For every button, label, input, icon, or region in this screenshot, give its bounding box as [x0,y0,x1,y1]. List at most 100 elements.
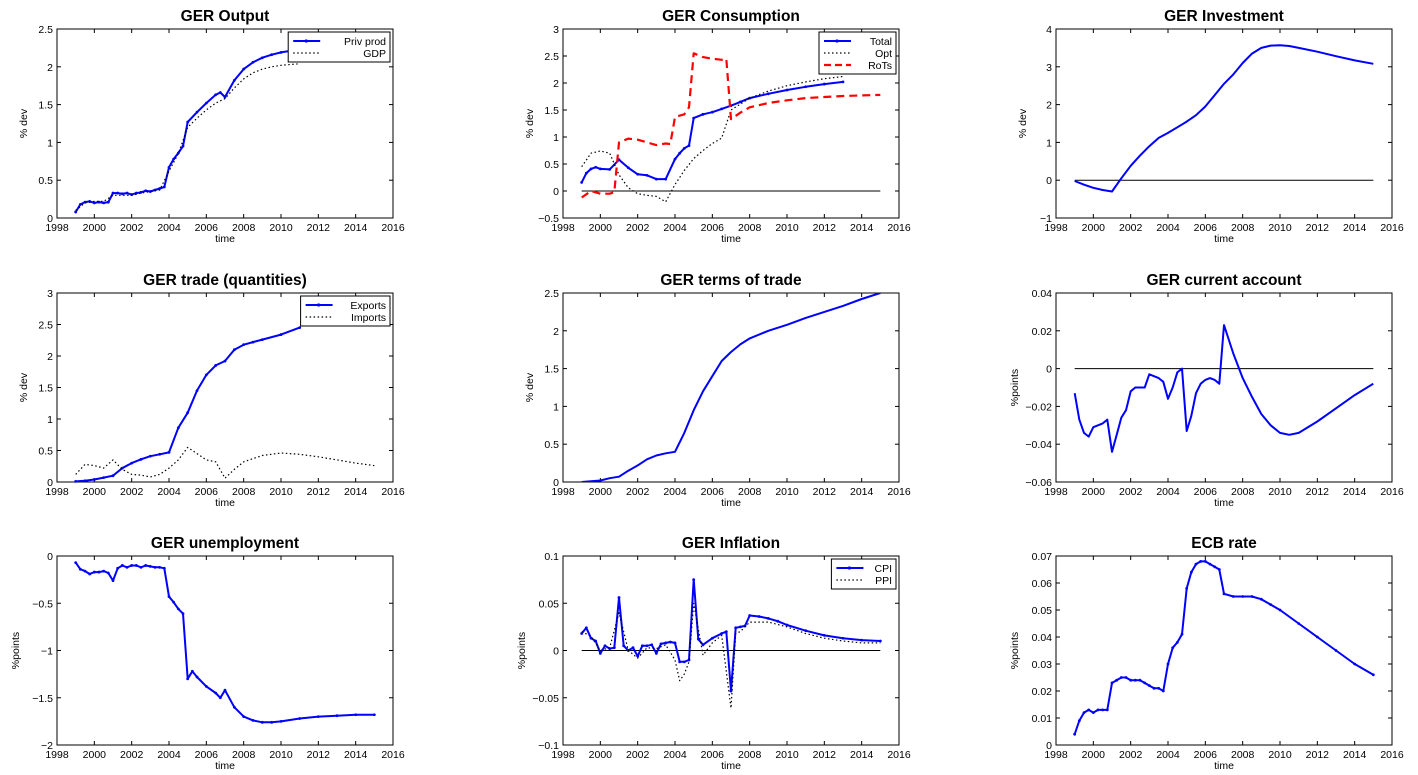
y-tick-label: −1.5 [32,693,53,705]
data-point [710,636,714,640]
data-point [102,476,106,479]
data-point [622,644,626,648]
legend-box [818,31,897,75]
x-tick-label: 2010 [269,749,293,761]
data-point [158,187,162,190]
y-tick-label: 1.5 [544,364,559,376]
legend-label: Total [870,36,892,48]
x-tick-label: 2010 [775,486,799,498]
legend-marker [304,39,308,43]
y-tick-label: −0.06 [1025,477,1052,489]
y-tick-label: 0 [553,646,559,658]
data-point [1180,632,1184,636]
x-tick-label: 2016 [381,486,405,498]
data-point [598,167,602,171]
x-tick-label: 1998 [45,749,69,761]
x-tick-label: 2010 [775,749,799,761]
series-line-cpi [580,578,881,693]
data-point [701,643,705,647]
y-axis-label: % dev [524,372,536,402]
data-point [125,565,129,569]
data-point [766,92,770,96]
data-point [298,326,302,330]
y-tick-label: −0.5 [32,598,53,610]
x-tick-label: 2012 [307,749,331,761]
x-tick-label: 2004 [663,749,687,761]
data-point [372,713,376,717]
data-point [1185,587,1189,590]
data-point [696,637,700,641]
x-axis-label: time [1214,760,1234,772]
y-tick-label: −1 [41,646,53,658]
data-point [176,426,180,430]
data-point [1199,560,1203,563]
data-point [720,632,724,635]
data-point [594,165,598,169]
data-point [1315,635,1319,639]
y-tick-label: 0.02 [1032,686,1053,698]
plot-area [1055,292,1393,483]
data-point [242,67,246,71]
y-axis-label: % dev [1017,108,1029,138]
data-point [1297,622,1301,625]
data-point [148,454,152,458]
x-tick-label: 2000 [83,486,107,498]
data-point [1129,678,1133,682]
data-point [701,112,705,116]
data-point [580,180,584,184]
series-line-main [1073,560,1374,735]
data-point [251,719,255,722]
y-axis-label: %points [10,632,22,669]
data-point [186,120,190,124]
data-point [1124,676,1128,679]
chart-panel: GER unemployment 1998 2000 2002 2004 2006 2008… [10,535,405,772]
y-tick-label: 0.01 [1032,713,1053,725]
data-point [748,614,752,617]
x-axis-label: time [1214,233,1234,245]
data-point [167,165,171,169]
y-tick-label: 0.5 [544,159,559,171]
plot-area [562,292,900,483]
data-point [878,639,882,643]
x-tick-label: 2000 [1082,749,1106,761]
x-tick-label: 2000 [83,222,107,234]
data-point [664,641,668,645]
series-line-main [581,293,881,482]
data-point [92,570,96,574]
x-tick-label: 2016 [1380,749,1404,761]
data-point [102,569,106,573]
legend-marker [317,303,321,307]
legend-label: PPI [875,575,892,587]
data-point [1077,719,1081,723]
data-point [242,715,246,719]
data-point [729,689,733,693]
data-point [172,600,176,604]
data-point [298,717,302,720]
legend-box [300,295,391,327]
data-point [720,107,724,111]
data-point [78,202,82,206]
x-tick-label: 2014 [850,222,874,234]
legend-label: Imports [351,312,386,324]
data-point [673,641,677,645]
chart-panel: GER Consumption 1998 2000 2002 2004 2006 2008 2… [524,8,911,245]
plot-area [1055,555,1393,746]
data-point [92,201,96,205]
data-point [116,566,120,570]
chart-title: GER Inflation [682,535,780,552]
x-tick-label: 2008 [738,486,762,498]
data-point [251,60,255,64]
data-point [232,348,236,352]
data-point [589,167,593,171]
data-point [130,564,134,567]
x-tick-label: 2006 [1194,749,1218,761]
y-tick-label: 2.5 [544,288,559,300]
y-axis-label: % dev [524,108,536,138]
y-tick-label: 1.5 [38,100,53,112]
x-axis-label: time [215,497,235,509]
data-point [603,644,607,648]
x-tick-label: 2010 [1268,222,1292,234]
x-axis-label: time [721,233,741,245]
data-point [97,570,101,574]
